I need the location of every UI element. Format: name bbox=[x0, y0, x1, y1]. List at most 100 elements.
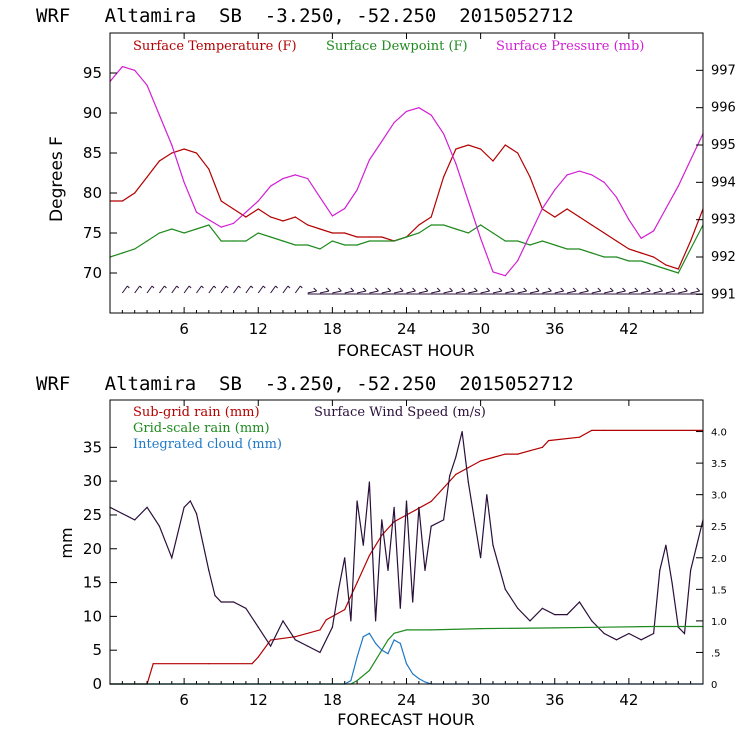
y2-tick-label-1: 992 bbox=[711, 250, 736, 265]
data-point-surface-dewpoint-f bbox=[245, 240, 247, 242]
y-tick-label-15: 15 bbox=[83, 574, 102, 592]
data-point-sub-grid-rain-mm bbox=[344, 609, 346, 611]
wind-barb bbox=[616, 290, 626, 294]
data-point-surface-wind-speed-m-s bbox=[449, 475, 451, 477]
data-point-sub-grid-rain-mm bbox=[467, 467, 469, 469]
wind-barb bbox=[579, 290, 589, 294]
data-point-sub-grid-rain-mm bbox=[517, 453, 519, 455]
data-point-surface-pressure-mb bbox=[368, 159, 370, 161]
data-point-surface-dewpoint-f bbox=[171, 228, 173, 230]
data-point-surface-wind-speed-m-s bbox=[171, 557, 173, 559]
data-point-surface-wind-speed-m-s bbox=[393, 506, 395, 508]
data-point-surface-wind-speed-m-s bbox=[368, 481, 370, 483]
data-point-surface-dewpoint-f bbox=[393, 240, 395, 242]
wind-barb bbox=[319, 290, 330, 294]
wind-barb-flag bbox=[225, 285, 229, 289]
data-point-surface-wind-speed-m-s bbox=[257, 626, 259, 628]
data-point-surface-pressure-mb bbox=[331, 215, 333, 217]
wind-barb bbox=[134, 285, 141, 294]
series-line-surface-pressure-mb bbox=[109, 65, 704, 277]
panel-2-title: WRF Altamira SB -3.250, -52.250 20150527… bbox=[36, 373, 574, 395]
wind-barb bbox=[369, 290, 379, 294]
x-tick-label-18: 18 bbox=[323, 691, 342, 709]
data-point-surface-dewpoint-f bbox=[418, 232, 420, 234]
wind-barb-flag bbox=[127, 285, 130, 289]
data-point-surface-wind-speed-m-s bbox=[158, 525, 160, 527]
y2-tick-label-2: 1.0 bbox=[711, 617, 727, 628]
wind-barb bbox=[332, 290, 342, 294]
data-point-surface-temperature-f bbox=[690, 240, 692, 242]
wind-barb-flag bbox=[176, 285, 180, 289]
y-tick-label-5: 5 bbox=[92, 641, 102, 659]
data-point-surface-wind-speed-m-s bbox=[473, 519, 475, 521]
panel-2-legend: Sub-grid rain (mm) Surface Wind Speed (m/… bbox=[133, 405, 486, 452]
data-point-surface-dewpoint-f bbox=[121, 252, 123, 254]
data-point-sub-grid-rain-mm bbox=[492, 456, 494, 459]
legend-entry-sub-grid-rain-mm: Sub-grid rain (mm) bbox=[133, 405, 260, 420]
data-point-surface-pressure-mb bbox=[628, 219, 630, 221]
wind-barb bbox=[245, 285, 252, 294]
data-point-integrated-cloud-mm bbox=[387, 653, 389, 655]
data-point-sub-grid-rain-mm bbox=[443, 487, 445, 489]
y2-tick-label-4: 2.0 bbox=[711, 554, 727, 565]
data-point-surface-dewpoint-f bbox=[331, 240, 333, 242]
data-point-surface-temperature-f bbox=[603, 232, 605, 234]
data-point-surface-wind-speed-m-s bbox=[220, 601, 222, 603]
data-point-surface-pressure-mb bbox=[171, 144, 173, 146]
data-point-surface-dewpoint-f bbox=[257, 232, 259, 234]
y2-tick-label-3: 994 bbox=[711, 175, 736, 190]
data-point-surface-temperature-f bbox=[331, 232, 333, 234]
data-point-surface-pressure-mb bbox=[517, 260, 519, 262]
wind-barb-flag bbox=[139, 285, 143, 289]
wind-barb bbox=[468, 290, 478, 294]
wind-barb-flag bbox=[387, 287, 392, 292]
data-point-surface-temperature-f bbox=[480, 148, 482, 150]
data-point-surface-wind-speed-m-s bbox=[381, 519, 383, 521]
data-point-surface-pressure-mb bbox=[455, 163, 457, 165]
data-point-surface-dewpoint-f bbox=[282, 240, 284, 242]
wind-barb-flag bbox=[535, 287, 540, 292]
wind-barb-flag bbox=[560, 287, 565, 292]
wind-barb bbox=[517, 290, 527, 294]
data-point-surface-wind-speed-m-s bbox=[529, 620, 531, 622]
data-point-surface-wind-speed-m-s bbox=[134, 519, 136, 521]
data-point-surface-wind-speed-m-s bbox=[504, 588, 506, 590]
data-point-surface-temperature-f bbox=[134, 192, 136, 194]
panel-2-ticks: 6 12 18 24 30 36 42 0 5 10 15 20 25 30 35 0 .5 1.0 1.5 2.0 2… bbox=[83, 400, 727, 709]
data-point-surface-pressure-mb bbox=[640, 237, 642, 239]
data-point-surface-wind-speed-m-s bbox=[671, 582, 673, 584]
data-point-surface-temperature-f bbox=[158, 160, 160, 162]
data-point-surface-temperature-f bbox=[232, 208, 235, 210]
data-point-surface-temperature-f bbox=[245, 216, 247, 218]
data-point-sub-grid-rain-mm bbox=[356, 582, 358, 584]
x-tick-label-24: 24 bbox=[397, 691, 416, 709]
wind-barb bbox=[455, 290, 466, 294]
panel-precipitation-wind: WRF Altamira SB -3.250, -52.250 20150527… bbox=[36, 373, 727, 729]
wind-barb-flag bbox=[622, 287, 626, 292]
data-point-surface-dewpoint-f bbox=[220, 240, 222, 242]
data-point-surface-wind-speed-m-s bbox=[338, 588, 340, 590]
data-point-surface-temperature-f bbox=[152, 168, 154, 170]
data-point-sub-grid-rain-mm bbox=[368, 554, 370, 557]
wind-barb bbox=[171, 285, 178, 294]
data-point-surface-dewpoint-f bbox=[492, 232, 494, 234]
wind-barb bbox=[443, 290, 453, 294]
data-point-surface-dewpoint-f bbox=[307, 244, 309, 246]
data-point-surface-dewpoint-f bbox=[603, 256, 605, 258]
data-point-surface-wind-speed-m-s bbox=[492, 544, 494, 546]
data-point-surface-dewpoint-f bbox=[430, 224, 432, 226]
data-point-surface-pressure-mb bbox=[134, 69, 136, 71]
data-point-surface-dewpoint-f bbox=[319, 248, 321, 250]
data-point-sub-grid-rain-mm bbox=[270, 639, 272, 641]
y-tick-label-35: 35 bbox=[83, 438, 102, 456]
data-point-surface-wind-speed-m-s bbox=[331, 626, 333, 628]
wind-barb bbox=[554, 290, 564, 294]
data-point-sub-grid-rain-mm bbox=[541, 446, 544, 448]
legend-entry-grid-scale-rain-mm: Grid-scale rain (mm) bbox=[133, 421, 270, 436]
y-tick-label-10: 10 bbox=[83, 607, 102, 625]
data-point-surface-wind-speed-m-s bbox=[578, 601, 581, 603]
wind-barb bbox=[146, 285, 153, 294]
wind-barb-flag bbox=[634, 287, 639, 292]
wind-barb bbox=[381, 290, 391, 294]
data-point-surface-temperature-f bbox=[381, 236, 383, 238]
